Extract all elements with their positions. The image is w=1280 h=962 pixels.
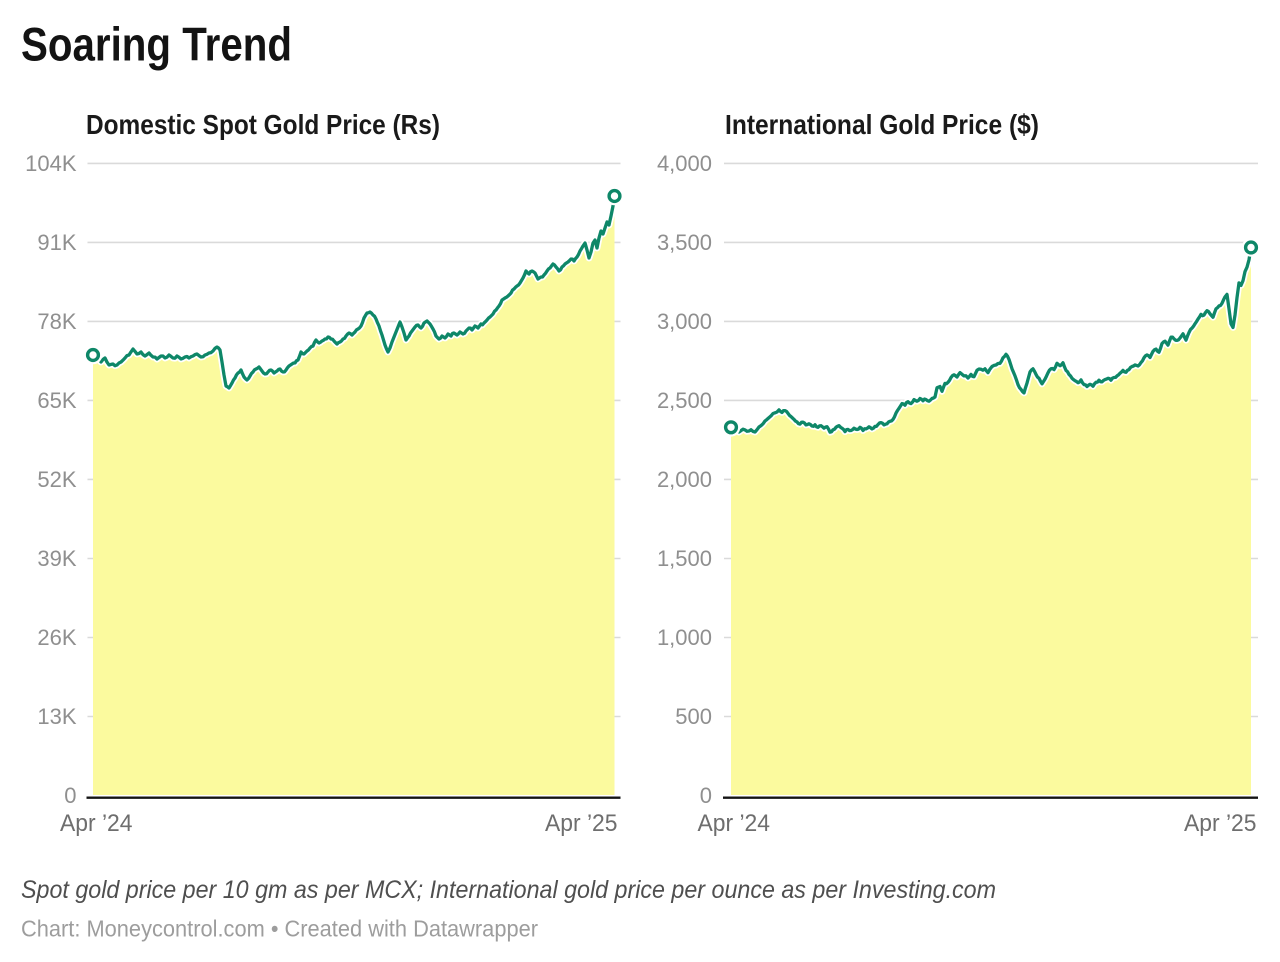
svg-text:104K: 104K [25, 151, 77, 176]
svg-text:Domestic Spot Gold Price (Rs): Domestic Spot Gold Price (Rs) [86, 109, 440, 140]
svg-text:International Gold Price ($): International Gold Price ($) [725, 109, 1039, 140]
svg-text:Apr ’25: Apr ’25 [545, 810, 618, 837]
svg-text:91K: 91K [37, 230, 76, 255]
svg-text:Apr ’24: Apr ’24 [698, 810, 771, 837]
svg-text:Apr ’25: Apr ’25 [1184, 810, 1257, 837]
svg-text:65K: 65K [37, 388, 76, 413]
svg-text:Spot gold price per 10 gm as p: Spot gold price per 10 gm as per MCX; In… [21, 876, 996, 904]
svg-text:3,500: 3,500 [657, 230, 712, 255]
svg-text:4,000: 4,000 [657, 151, 712, 176]
svg-text:26K: 26K [37, 625, 76, 650]
svg-text:0: 0 [64, 783, 76, 808]
svg-text:52K: 52K [37, 467, 76, 492]
svg-text:13K: 13K [37, 704, 76, 729]
svg-text:3,000: 3,000 [657, 309, 712, 334]
svg-text:Chart: Moneycontrol.com • Crea: Chart: Moneycontrol.com • Created with D… [21, 916, 538, 942]
svg-text:0: 0 [700, 783, 712, 808]
svg-text:Soaring Trend: Soaring Trend [21, 18, 292, 71]
svg-text:1,500: 1,500 [657, 546, 712, 571]
svg-text:Apr ’24: Apr ’24 [60, 810, 133, 837]
svg-text:500: 500 [675, 704, 712, 729]
svg-text:78K: 78K [37, 309, 76, 334]
svg-text:39K: 39K [37, 546, 76, 571]
svg-text:2,500: 2,500 [657, 388, 712, 413]
svg-text:1,000: 1,000 [657, 625, 712, 650]
svg-text:2,000: 2,000 [657, 467, 712, 492]
